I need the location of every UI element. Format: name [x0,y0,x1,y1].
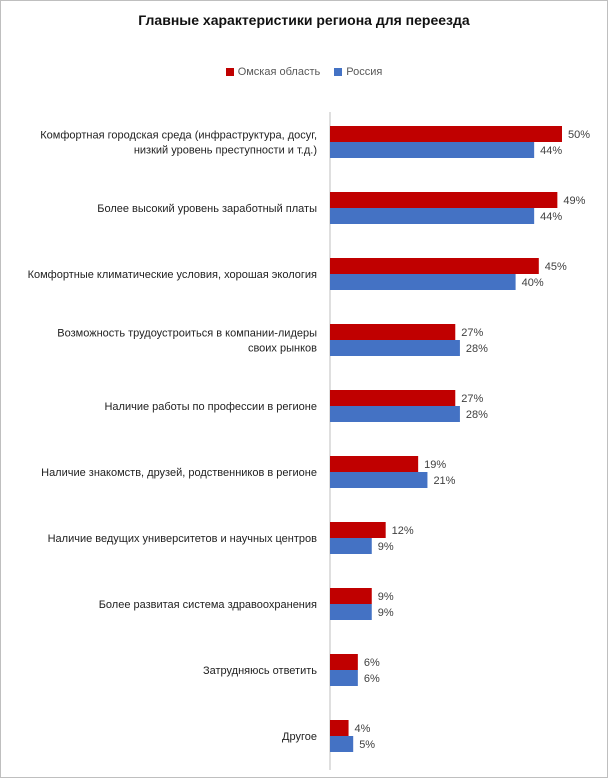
data-label: 44% [540,145,562,157]
bar-omsk [330,192,558,208]
data-label: 6% [364,673,380,685]
legend-item-omsk: Омская область [225,66,321,78]
bar-russia [330,472,428,488]
chart-legend: Омская область Россия [0,66,608,78]
data-label: 40% [522,277,544,289]
data-label: 28% [466,409,488,421]
bar-russia [330,142,535,158]
bar-omsk [330,588,372,604]
category-label: Более развитая система здравоохранения [99,599,317,611]
data-label: 9% [378,591,394,603]
data-label: 27% [461,393,483,405]
data-label: 9% [378,607,394,619]
bar-omsk [330,654,358,670]
data-label: 19% [424,459,446,471]
bar-omsk [330,258,539,274]
chart-title: Главные характеристики региона для перее… [138,12,470,28]
bar-russia [330,670,358,686]
data-label: 4% [355,723,371,735]
bar-omsk [330,720,349,736]
legend-item-russia: Россия [334,66,382,78]
legend-swatch-omsk [225,68,234,76]
bar-russia [330,736,354,752]
bar-russia [330,538,372,554]
category-label: Комфортная городская среда (инфраструкту… [40,130,317,157]
data-label: 27% [461,327,483,339]
bar-omsk [330,390,456,406]
legend-label-russia: Россия [346,66,383,78]
data-label: 45% [545,261,567,273]
category-label: Наличие работы по профессии в регионе [104,401,317,413]
category-label: Затрудняюсь ответить [203,665,317,677]
data-label: 12% [392,525,414,537]
data-label: 44% [540,211,562,223]
bar-omsk [330,522,386,538]
data-label: 5% [359,739,375,751]
data-label: 9% [378,541,394,553]
legend-swatch-russia [334,68,343,76]
bar-russia [330,340,460,356]
bar-omsk [330,324,456,340]
data-label: 28% [466,343,488,355]
category-label: Возможность трудоустроиться в компании-л… [57,328,317,355]
bar-omsk [330,126,562,142]
bar-russia [330,274,516,290]
legend-label-omsk: Омская область [237,66,321,78]
bar-russia [330,208,535,224]
bar-omsk [330,456,419,472]
data-label: 6% [364,657,380,669]
category-label: Комфортные климатические условия, хороша… [28,269,317,281]
category-label: Более высокий уровень заработный платы [97,203,317,215]
category-label: Другое [282,731,317,743]
data-label: 49% [563,195,585,207]
data-label: 50% [568,129,590,141]
category-label: Наличие знакомств, друзей, родственников… [41,467,317,479]
bar-russia [330,406,460,422]
bar-russia [330,604,372,620]
category-label: Наличие ведущих университетов и научных … [48,533,318,545]
data-label: 21% [433,475,455,487]
